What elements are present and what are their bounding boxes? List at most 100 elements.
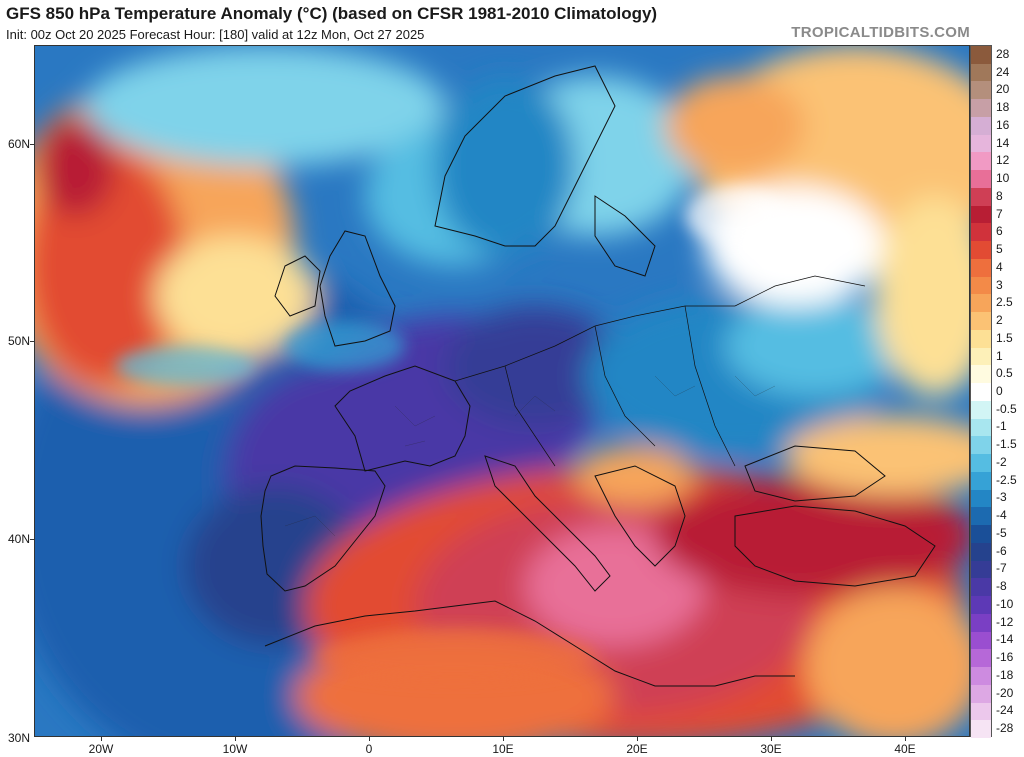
- source-watermark: TROPICALTIDBITS.COM: [791, 24, 970, 41]
- lon-label-30e: 30E: [760, 742, 782, 756]
- lon-label-10w: 10W: [222, 742, 248, 756]
- colorbar-swatch: [971, 294, 991, 313]
- colorbar-swatch: [971, 613, 991, 633]
- colorbar-swatch: [971, 329, 991, 349]
- lat-label-30n: 30N: [7, 731, 30, 745]
- colorbar-swatch: [971, 454, 991, 473]
- lon-tick: [101, 737, 102, 741]
- colorbar-label: -8: [996, 579, 1007, 594]
- lat-label-60n: 60N: [7, 137, 30, 151]
- colorbar-label: 0.5: [996, 366, 1013, 381]
- colorbar-swatch: [971, 578, 991, 597]
- colorbar-label: 0: [996, 384, 1003, 398]
- colorbar-swatch: [971, 365, 991, 384]
- colorbar-label: 7: [996, 206, 1003, 221]
- colorbar-label: -2: [996, 454, 1007, 469]
- colorbar-swatch: [971, 241, 991, 260]
- colorbar-swatch: [971, 418, 991, 437]
- colorbar-label: 16: [996, 117, 1010, 132]
- anomaly-map-graphic: [35, 46, 969, 736]
- colorbar-swatch: [971, 205, 991, 224]
- colorbar-label: -28: [996, 721, 1014, 736]
- colorbar-swatch: [971, 471, 991, 491]
- colorbar-swatch: [971, 116, 991, 136]
- lat-tick: [30, 539, 34, 540]
- colorbar-label: -4: [996, 508, 1007, 523]
- colorbar-swatch: [971, 187, 991, 207]
- colorbar-swatch: [971, 170, 991, 189]
- colorbar-swatch: [971, 81, 991, 100]
- colorbar-label: 14: [996, 135, 1010, 150]
- colorbar-swatch: [971, 596, 991, 615]
- lon-tick: [637, 737, 638, 741]
- colorbar-label: -1.5: [996, 437, 1017, 452]
- lat-label-50n: 50N: [7, 334, 30, 348]
- colorbar-swatch: [971, 684, 991, 703]
- colorbar-label: 24: [996, 64, 1010, 79]
- lon-label-40e: 40E: [894, 742, 916, 756]
- colorbar-label: 5: [996, 242, 1003, 257]
- colorbar-label: -1: [996, 419, 1007, 434]
- colorbar-swatch: [971, 525, 991, 544]
- lat-tick: [30, 144, 34, 145]
- colorbar-swatch: [971, 649, 991, 668]
- lon-tick: [905, 737, 906, 741]
- lon-label-10e: 10E: [492, 742, 514, 756]
- colorbar-label: -7: [996, 561, 1007, 576]
- lon-tick: [235, 737, 236, 741]
- colorbar-swatch: [971, 560, 991, 579]
- colorbar-label: -16: [996, 650, 1014, 665]
- colorbar-label: 2.5: [996, 295, 1013, 310]
- colorbar-label: 12: [996, 153, 1010, 168]
- colorbar-swatch: [971, 436, 991, 455]
- colorbar-swatch: [971, 631, 991, 650]
- lon-tick: [771, 737, 772, 741]
- colorbar-swatch: [971, 258, 991, 278]
- anomaly-map: [34, 45, 970, 737]
- colorbar-swatch: [971, 312, 991, 331]
- lon-label-0: 0: [365, 742, 373, 756]
- colorbar-label: -12: [996, 614, 1014, 629]
- lon-label-20w: 20W: [88, 742, 114, 756]
- colorbar-label: 20: [996, 82, 1010, 97]
- colorbar-label: -3: [996, 490, 1007, 505]
- colorbar-label: 10: [996, 171, 1010, 186]
- colorbar-label: 3: [996, 277, 1003, 292]
- colorbar: [970, 45, 992, 739]
- colorbar-label: 28: [996, 46, 1010, 61]
- colorbar-label: 6: [996, 224, 1003, 239]
- colorbar-swatch: [971, 134, 991, 153]
- map-title: GFS 850 hPa Temperature Anomaly (°C) (ba…: [6, 4, 658, 23]
- lon-label-20e: 20E: [626, 742, 648, 756]
- colorbar-swatch: [971, 507, 991, 526]
- colorbar-label: 8: [996, 188, 1003, 203]
- lon-tick: [503, 737, 504, 741]
- colorbar-swatch: [971, 702, 991, 721]
- colorbar-swatch: [971, 542, 991, 562]
- colorbar-label: -2.5: [996, 472, 1017, 487]
- colorbar-label: -20: [996, 685, 1014, 700]
- colorbar-swatch: [971, 489, 991, 508]
- colorbar-label: -0.5: [996, 401, 1017, 416]
- colorbar-swatch: [971, 46, 991, 65]
- colorbar-swatch: [971, 276, 991, 295]
- lat-label-40n: 40N: [7, 532, 30, 546]
- colorbar-swatch: [971, 99, 991, 118]
- colorbar-swatch: [971, 347, 991, 366]
- colorbar-label: 2: [996, 313, 1003, 328]
- colorbar-swatch: [971, 152, 991, 171]
- forecast-info: Init: 00z Oct 20 2025 Forecast Hour: [18…: [6, 27, 425, 42]
- colorbar-label: 4: [996, 259, 1003, 274]
- colorbar-label: -10: [996, 596, 1014, 611]
- colorbar-swatch: [971, 63, 991, 82]
- colorbar-label: -18: [996, 667, 1014, 682]
- colorbar-label: -6: [996, 543, 1007, 558]
- colorbar-swatch: [971, 400, 991, 420]
- colorbar-label: -5: [996, 525, 1007, 540]
- colorbar-label: 18: [996, 100, 1010, 115]
- colorbar-swatch: [971, 720, 991, 739]
- lon-tick: [369, 737, 370, 741]
- colorbar-swatch: [971, 223, 991, 242]
- colorbar-label: 1.5: [996, 330, 1013, 345]
- colorbar-label: 1: [996, 348, 1003, 363]
